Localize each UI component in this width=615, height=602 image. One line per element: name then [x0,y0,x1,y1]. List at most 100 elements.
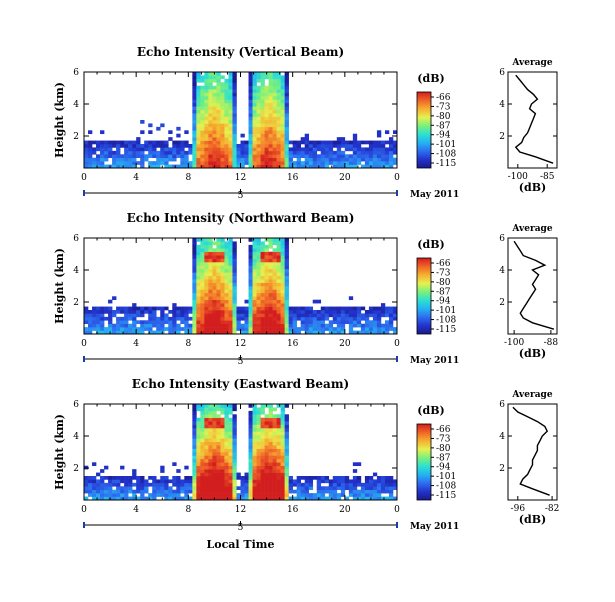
heatmap-cell [216,154,221,159]
heatmap-cell [304,330,310,335]
heatmap-cell [268,120,273,124]
heatmap-cell [88,164,93,169]
heatmap-cell [208,489,213,494]
heatmap-cell [248,323,253,328]
heatmap-cell [220,310,225,314]
heatmap-cell [280,251,285,256]
heatmap-cell [216,441,221,446]
heatmap-cell [124,313,129,318]
heatmap-cell [252,310,257,314]
heatmap-cell [264,424,269,429]
heatmap-cell [216,265,221,270]
heatmap-cell [208,265,213,270]
heatmap-cell [288,310,293,314]
heatmap-cell [216,262,221,266]
heatmap-cell [232,96,237,100]
heatmap-cell [268,438,273,443]
heatmap-cell [264,137,269,141]
heatmap-cell [364,489,370,494]
heatmap-cell [376,476,382,480]
heatmap-cell [280,89,285,93]
heatmap-cell [244,157,249,162]
heatmap-cell [268,472,273,477]
heatmap-cell [268,279,273,283]
heatmap-cell [120,316,125,321]
heatmap-cell [260,282,265,287]
heatmap-cell [140,323,145,328]
heatmap-cell [104,150,109,155]
heatmap-cell [84,144,89,148]
heatmap-cell [276,106,281,111]
heatmap-cell [280,462,285,467]
heatmap-cell [196,120,201,124]
heatmap-cell [152,164,157,169]
profile-y-tick-label: 6 [499,234,505,244]
heatmap-cell [204,113,209,117]
heatmap-cell [316,323,322,328]
heatmap-cell [172,462,177,467]
heatmap-cell [192,78,197,83]
heatmap-cell [252,292,257,297]
heatmap-cell [336,147,342,152]
heatmap-cell [220,421,225,425]
heatmap-cell [100,479,105,484]
heatmap-cell [220,303,225,307]
heatmap-cell [256,96,261,100]
heatmap-cell [228,126,233,131]
heatmap-cell [228,268,233,273]
heatmap-cell [324,140,330,145]
heatmap-cell [204,133,209,138]
heatmap-cell [252,275,257,280]
heatmap-cell [200,137,205,141]
heatmap-cell [232,472,237,477]
heatmap-cell [196,164,201,169]
heatmap-cell [308,493,314,497]
heatmap-cell [284,164,289,169]
heatmap-cell [200,157,205,162]
heatmap-cell [200,282,205,287]
heatmap-cell [284,137,289,141]
heatmap-cell [212,489,217,494]
heatmap-cell [140,144,145,148]
heatmap-cell [232,75,237,80]
heatmap-cell [196,154,201,159]
heatmap-cell [284,482,289,487]
heatmap-cell [232,434,237,439]
heatmap-cell [348,164,354,169]
heatmap-cell [216,116,221,121]
heatmap-cell [192,262,197,266]
heatmap-cell [224,482,229,487]
heatmap-cell [256,313,261,318]
heatmap-cell [392,316,398,321]
heatmap-cell [92,316,97,321]
heatmap-cell [136,306,141,311]
heatmap-cell [204,275,209,280]
heatmap-cell [272,303,277,307]
heatmap-cell [264,120,269,124]
heatmap-cell [160,161,165,165]
heatmap-cell [220,330,225,335]
heatmap-cell [220,241,225,246]
heatmap-cell [256,120,261,124]
heatmap-cell [300,489,305,494]
heatmap-cell [104,465,109,470]
heatmap-cell [308,330,314,335]
heatmap-cell [208,96,213,100]
heatmap-cell [220,313,225,318]
heatmap-cell [108,154,113,159]
heatmap-cell [388,150,394,155]
heatmap-cell [224,323,229,328]
heatmap-cell [280,272,285,277]
heatmap-cell [88,479,93,484]
heatmap-cell [256,469,261,473]
heatmap-cell [284,493,289,497]
heatmap-cell [288,164,293,169]
heatmap-cell [356,323,362,328]
colorbar-tick-label: -80 [436,278,451,288]
heatmap-cell [284,133,289,138]
heatmap-cell [220,424,225,429]
heatmap-cell [284,316,289,321]
heatmap-cell [284,116,289,121]
heatmap-cell [272,72,277,76]
heatmap-cell [244,144,249,148]
